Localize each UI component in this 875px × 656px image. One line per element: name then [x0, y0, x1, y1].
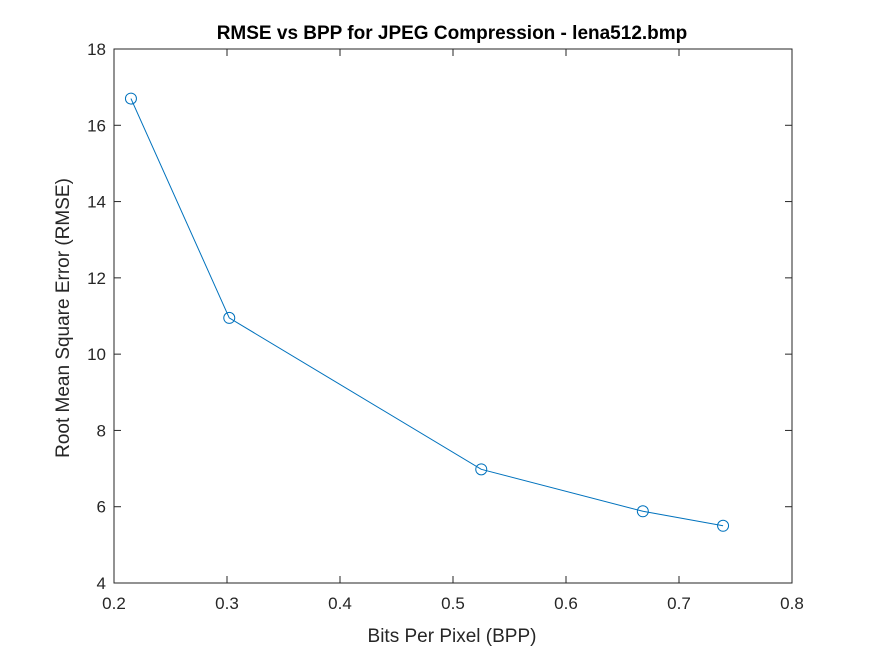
y-tick-label: 14 — [87, 193, 106, 212]
series-line — [130, 98, 724, 527]
y-tick-label: 6 — [97, 498, 106, 517]
y-tick-label: 8 — [97, 421, 106, 440]
x-tick-label: 0.4 — [328, 594, 352, 613]
y-tick-label: 10 — [87, 345, 106, 364]
data-point-marker — [636, 505, 649, 518]
y-tick-label: 4 — [97, 574, 106, 593]
y-tick-label: 16 — [87, 116, 106, 135]
chart-title: RMSE vs BPP for JPEG Compression - lena5… — [217, 23, 688, 44]
x-tick-label: 0.7 — [667, 594, 691, 613]
x-tick-label: 0.2 — [102, 594, 126, 613]
x-axis-label: Bits Per Pixel (BPP) — [368, 626, 537, 647]
x-tick-label: 0.8 — [780, 594, 804, 613]
x-tick-label: 0.6 — [554, 594, 578, 613]
plot-area: 0.2 0.3 0.4 0.5 0.6 0.7 0.8 4 6 8 10 12 14 16 18 — [87, 40, 804, 613]
series-layer — [124, 92, 730, 532]
data-point-marker — [717, 519, 730, 532]
x-tick-label: 0.3 — [215, 594, 239, 613]
x-tick-label: 0.5 — [441, 594, 465, 613]
y-tick-label: 18 — [87, 40, 106, 59]
y-tick-label: 12 — [87, 269, 106, 288]
data-point-marker — [223, 311, 236, 324]
data-point-marker — [124, 92, 137, 105]
data-point-marker — [475, 463, 488, 476]
y-axis-label: Root Mean Square Error (RMSE) — [53, 178, 74, 458]
x-axis-ticks: 0.2 0.3 0.4 0.5 0.6 0.7 0.8 — [102, 49, 804, 613]
y-axis-ticks: 4 6 8 10 12 14 16 18 — [87, 40, 792, 593]
axes-box — [113, 48, 793, 584]
